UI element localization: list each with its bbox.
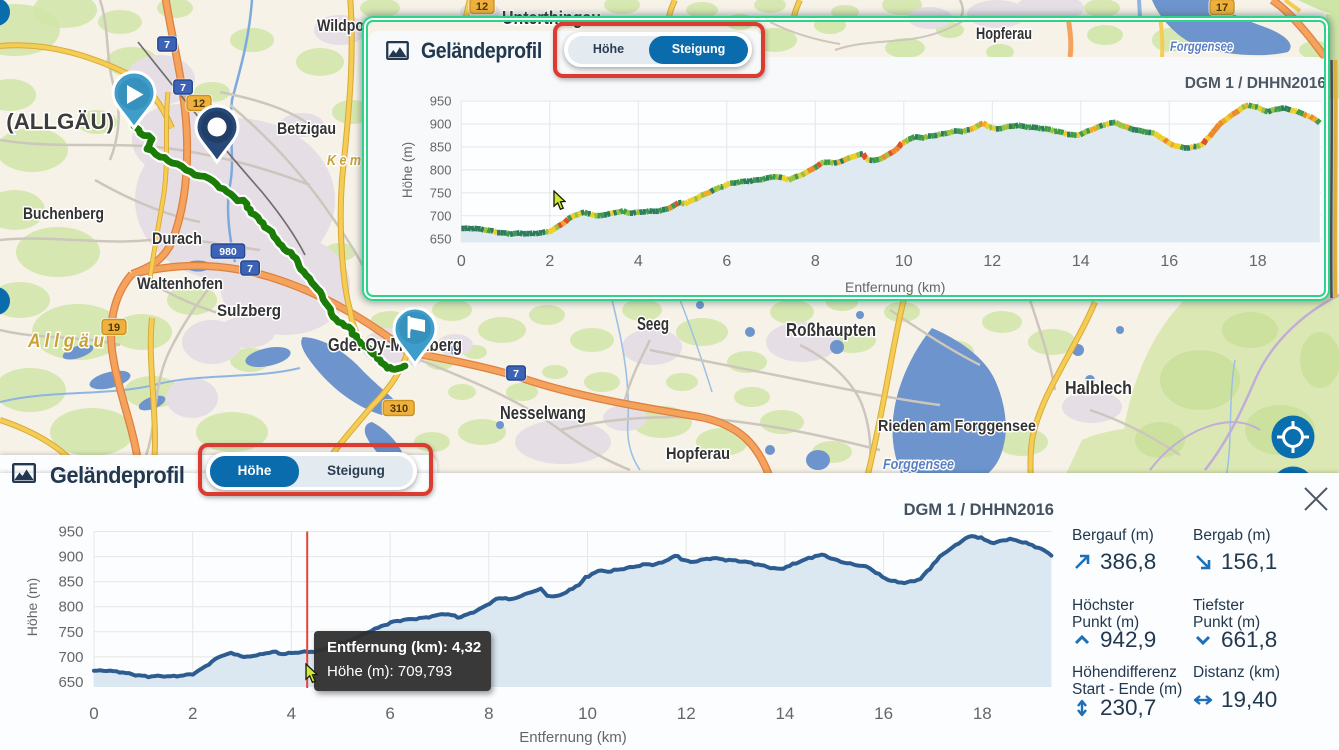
svg-text:750: 750	[58, 624, 83, 641]
svg-text:900: 900	[58, 549, 83, 566]
svg-text:700: 700	[430, 208, 452, 223]
svg-text:800: 800	[430, 162, 452, 177]
svg-text:Buchenberg: Buchenberg	[23, 204, 104, 223]
svg-text:Höhe (m): Höhe (m)	[400, 142, 415, 198]
svg-text:8: 8	[811, 253, 820, 270]
svg-text:Sulzberg: Sulzberg	[217, 301, 281, 320]
svg-text:7: 7	[247, 263, 253, 275]
svg-text:7: 7	[180, 82, 186, 94]
svg-text:Waltenhofen: Waltenhofen	[137, 274, 223, 293]
svg-text:Seeg: Seeg	[637, 314, 669, 334]
svg-text:Wildpo: Wildpo	[317, 16, 364, 35]
svg-text:7: 7	[513, 368, 519, 380]
svg-text:A l l g ä u: A l l g ä u	[27, 331, 104, 352]
svg-text:800: 800	[58, 599, 83, 616]
svg-text:700: 700	[58, 649, 83, 666]
svg-text:Rieden am Forggensee: Rieden am Forggensee	[878, 418, 1036, 435]
svg-text:14: 14	[1072, 253, 1090, 270]
svg-text:6: 6	[385, 704, 394, 723]
svg-text:650: 650	[430, 231, 452, 246]
svg-text:8: 8	[484, 704, 493, 723]
svg-text:2: 2	[188, 704, 197, 723]
svg-text:Hopferau: Hopferau	[666, 444, 730, 463]
svg-text:18: 18	[973, 704, 992, 723]
svg-text:850: 850	[430, 140, 452, 155]
svg-text:K e m: K e m	[327, 152, 361, 169]
svg-text:N (ALLGÄU): N (ALLGÄU)	[0, 109, 114, 134]
svg-text:18: 18	[1249, 253, 1267, 270]
svg-text:Forggensee: Forggensee	[883, 456, 954, 473]
svg-text:16: 16	[874, 704, 893, 723]
svg-text:19: 19	[108, 322, 120, 334]
svg-text:750: 750	[430, 185, 452, 200]
svg-text:Durach: Durach	[152, 229, 202, 248]
svg-text:950: 950	[58, 524, 83, 541]
svg-text:12: 12	[476, 1, 488, 13]
svg-text:Betzigau: Betzigau	[277, 119, 336, 138]
svg-text:4: 4	[634, 253, 643, 270]
svg-text:12: 12	[193, 98, 205, 110]
svg-text:Höhe (m): Höhe (m)	[24, 578, 40, 636]
svg-text:650: 650	[58, 674, 83, 691]
svg-text:Halblech: Halblech	[1065, 378, 1132, 398]
svg-text:12: 12	[983, 253, 1001, 270]
svg-text:4: 4	[287, 704, 296, 723]
svg-text:10: 10	[895, 253, 913, 270]
svg-text:900: 900	[430, 117, 452, 132]
svg-text:Forggensee: Forggensee	[1170, 38, 1233, 54]
svg-text:Entfernung (km): Entfernung (km)	[519, 729, 627, 746]
svg-text:Roßhaupten: Roßhaupten	[786, 320, 876, 340]
svg-text:850: 850	[58, 574, 83, 591]
svg-text:950: 950	[430, 94, 452, 109]
svg-text:7: 7	[164, 39, 170, 51]
svg-text:Hopferau: Hopferau	[976, 24, 1032, 43]
svg-text:6: 6	[722, 253, 731, 270]
svg-text:17: 17	[1216, 2, 1228, 14]
svg-text:10: 10	[578, 704, 597, 723]
svg-text:0: 0	[457, 253, 466, 270]
svg-text:14: 14	[775, 704, 794, 723]
svg-text:310: 310	[390, 403, 408, 415]
svg-text:12: 12	[677, 704, 696, 723]
svg-text:16: 16	[1160, 253, 1178, 270]
svg-text:980: 980	[219, 246, 237, 258]
svg-text:2: 2	[545, 253, 554, 270]
svg-text:0: 0	[89, 704, 98, 723]
svg-text:Nesselwang: Nesselwang	[500, 403, 586, 423]
